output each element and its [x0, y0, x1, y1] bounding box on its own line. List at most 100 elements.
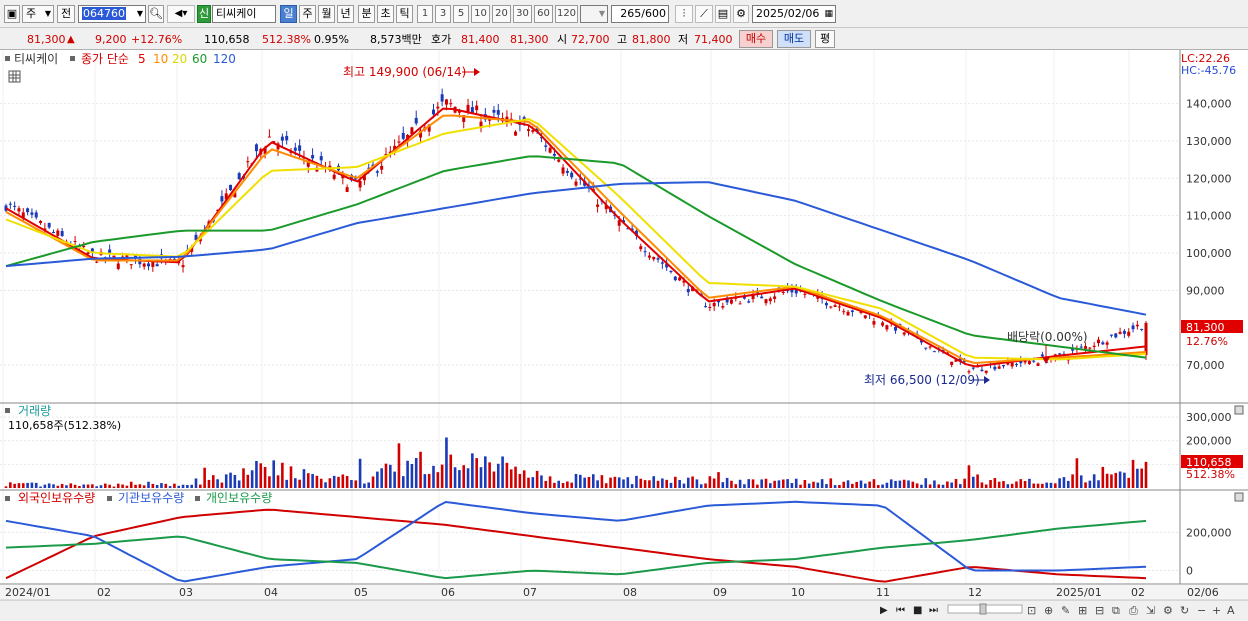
candle-body: [617, 220, 621, 226]
print-icon[interactable]: ⎙: [1129, 604, 1138, 617]
interval-1[interactable]: 1: [417, 5, 433, 23]
sell-button[interactable]: 매도: [777, 30, 811, 48]
candle-body: [1084, 346, 1088, 349]
volume-bar: [17, 483, 21, 488]
count-field[interactable]: 265/600: [611, 5, 669, 23]
grid-tool-icon[interactable]: ⊟: [1095, 604, 1104, 617]
volume-bar: [950, 482, 953, 488]
ma20-legend: 20: [172, 52, 187, 66]
volume-bar: [894, 480, 897, 488]
institution-legend: 기관보유수량: [118, 491, 184, 505]
volume-bar: [246, 474, 250, 488]
volume-bar: [147, 481, 150, 488]
volume-bar: [561, 483, 565, 488]
candle-body: [492, 109, 496, 113]
scroll-start-icon[interactable]: ⏮: [896, 605, 905, 616]
candle-body: [768, 298, 772, 302]
volume-bar: [963, 478, 966, 488]
date-input[interactable]: 2025/02/06 ▦: [752, 5, 836, 23]
measure-icon[interactable]: ⊞: [1078, 604, 1087, 617]
panel-close-icon[interactable]: [1234, 405, 1244, 415]
period-week[interactable]: 주: [299, 5, 316, 23]
period-year[interactable]: 년: [337, 5, 354, 23]
volume-bar: [367, 482, 371, 488]
copy-icon[interactable]: ⧉: [1112, 604, 1120, 617]
volume-bar: [790, 483, 794, 488]
candle-body: [177, 261, 181, 264]
candle-body: [669, 270, 673, 273]
stock-code-input[interactable]: 064760 ▼: [78, 5, 146, 23]
panel-close-icon[interactable]: [1234, 492, 1244, 502]
volume-bar: [56, 485, 60, 488]
candle-body: [712, 302, 716, 307]
save-icon[interactable]: ▤: [715, 5, 731, 23]
candle-body: [1071, 347, 1075, 351]
candle-body: [17, 208, 21, 212]
period-tick[interactable]: 틱: [396, 5, 413, 23]
holding-lines: [5, 500, 1147, 583]
interval-20[interactable]: 20: [492, 5, 511, 23]
interval-10[interactable]: 10: [471, 5, 490, 23]
eval-button[interactable]: 평: [815, 30, 835, 48]
table-icon[interactable]: [8, 70, 21, 83]
volume-bar: [311, 473, 314, 488]
volume-bar: [505, 462, 509, 488]
search-icon[interactable]: 🔍︎: [148, 5, 164, 23]
volume-bar: [34, 482, 38, 488]
stop-icon[interactable]: ■: [913, 605, 922, 616]
buy-button[interactable]: 매수: [739, 30, 773, 48]
period-second[interactable]: 초: [377, 5, 394, 23]
gear-icon[interactable]: ⚙: [733, 5, 749, 23]
candle-body: [1040, 354, 1044, 357]
interval-3[interactable]: 3: [435, 5, 451, 23]
crosshair-icon[interactable]: ⊕: [1044, 604, 1053, 617]
volume-bar: [393, 471, 396, 488]
window-icon[interactable]: ▣: [4, 5, 20, 23]
volume-bar: [285, 479, 288, 488]
scroll-thumb[interactable]: [979, 603, 987, 615]
volume-bar: [268, 476, 271, 488]
speaker-icon[interactable]: ◀▾: [167, 5, 195, 23]
draw-tool-icon[interactable]: ✎: [1061, 604, 1070, 617]
ma120-legend: 120: [213, 52, 236, 66]
zoom-in-icon[interactable]: +: [1212, 604, 1221, 617]
last-price-marker: [1181, 320, 1243, 333]
font-size-icon[interactable]: A: [1227, 604, 1235, 617]
candle-body: [246, 161, 250, 163]
zoom-out-icon[interactable]: −: [1197, 604, 1206, 617]
interval-30[interactable]: 30: [513, 5, 532, 23]
line-tool-icon[interactable]: ⟋: [695, 5, 713, 23]
interval-120[interactable]: 120: [555, 5, 578, 23]
x-tick-label: 06: [441, 586, 455, 599]
volume-bar: [794, 478, 798, 488]
volume-bar: [432, 465, 435, 488]
candle-body: [349, 174, 353, 181]
export-icon[interactable]: ⇲: [1146, 604, 1155, 617]
stock-name-field[interactable]: 티씨케이: [212, 5, 276, 23]
holding-line-individual: [5, 519, 1147, 580]
stock-chart[interactable]: 티씨케이 종가 단순 5 10 20 60 120 LC:22.26 HC:-4…: [0, 50, 1248, 621]
volume-bar: [734, 484, 738, 488]
period-minute[interactable]: 분: [358, 5, 375, 23]
volume-bar: [39, 486, 42, 488]
volume-bar: [920, 484, 923, 488]
x-tick-label: 07: [523, 586, 537, 599]
refresh-icon[interactable]: ↻: [1180, 604, 1189, 617]
period-month[interactable]: 월: [318, 5, 335, 23]
scroll-right-icon[interactable]: ▶: [880, 605, 888, 616]
interval-5[interactable]: 5: [453, 5, 469, 23]
price-panel-title: 티씨케이: [14, 52, 58, 66]
x-tick-label: 08: [623, 586, 637, 599]
interval-dropdown[interactable]: ▼: [580, 5, 608, 23]
scroll-end-icon[interactable]: ⏭: [929, 605, 938, 616]
chart-settings-icon[interactable]: ⚙: [1163, 604, 1173, 617]
market-select[interactable]: 주 ▼: [22, 5, 54, 23]
candle-body: [432, 109, 435, 115]
interval-60[interactable]: 60: [534, 5, 553, 23]
volume-bar: [445, 437, 448, 488]
candle-icon[interactable]: ⫶: [675, 5, 693, 23]
candle-body: [514, 131, 518, 136]
prev-button[interactable]: 전: [57, 5, 75, 23]
period-day[interactable]: 일: [280, 5, 297, 23]
zoom-tool-icon[interactable]: ⊡: [1027, 604, 1036, 617]
